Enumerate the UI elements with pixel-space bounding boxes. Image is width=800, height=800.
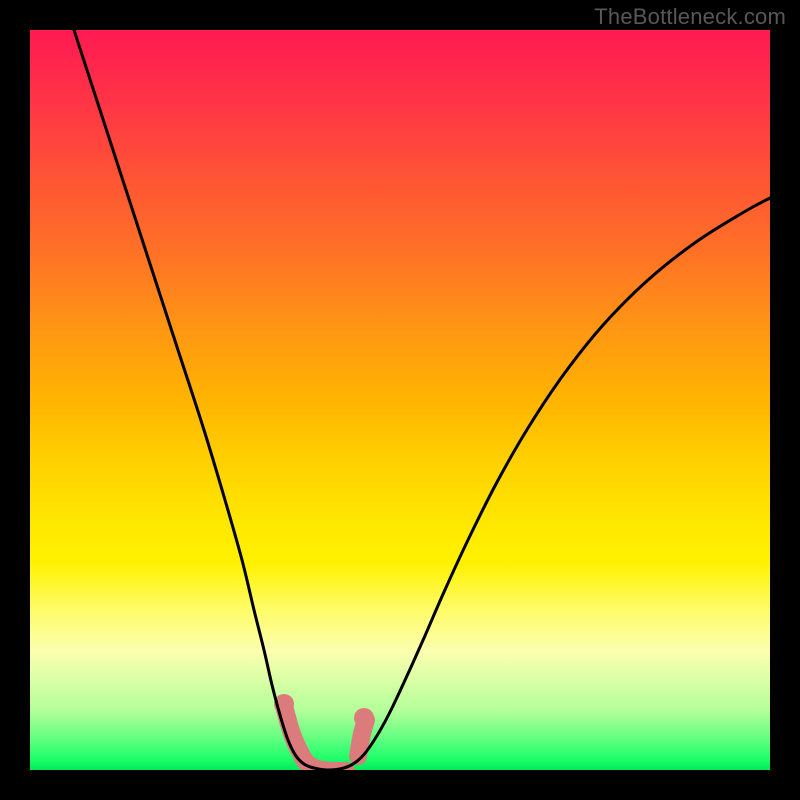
highlight-segment — [284, 706, 346, 770]
watermark-text: TheBottleneck.com — [594, 4, 786, 30]
curve-layer — [30, 30, 770, 770]
plot-area — [30, 30, 770, 770]
chart-outer: TheBottleneck.com — [0, 0, 800, 800]
bottleneck-curve — [74, 30, 770, 770]
highlight-dot — [354, 708, 374, 728]
